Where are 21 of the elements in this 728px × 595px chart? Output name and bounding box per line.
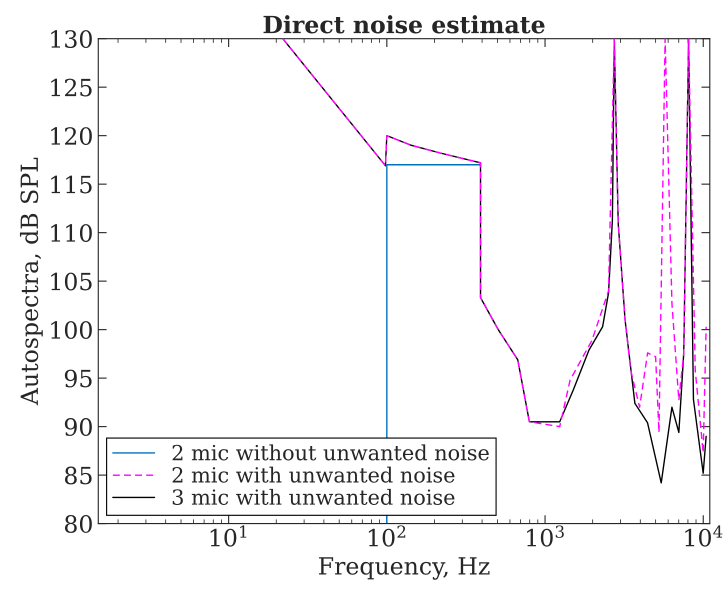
- y-axis-title: Autospectra, dB SPL: [20, 158, 43, 406]
- y-tick-label: 110: [51, 224, 92, 242]
- x-tick-label: 10$^{4}$: [685, 525, 722, 547]
- y-tick-label: 80: [64, 515, 92, 533]
- y-tick-label: 105: [51, 272, 92, 290]
- y-tick-label: 85: [64, 466, 92, 484]
- legend-label: 3 mic with unwanted noise: [172, 488, 454, 505]
- y-tick-label: 100: [51, 321, 92, 339]
- legend-label: 2 mic with unwanted noise: [172, 466, 454, 483]
- x-tick-label: 10$^{3}$: [527, 525, 564, 547]
- x-tick-label: 10$^{1}$: [210, 525, 246, 547]
- y-tick-label: 130: [51, 30, 92, 48]
- y-tick-label: 115: [51, 176, 92, 194]
- x-axis-title: Frequency, Hz: [319, 557, 490, 580]
- y-tick-label: 120: [51, 127, 92, 145]
- chart-title: Direct noise estimate: [264, 15, 545, 34]
- y-tick-label: 125: [51, 78, 92, 96]
- y-tick-label: 90: [64, 418, 92, 436]
- y-tick-label: 95: [64, 370, 92, 388]
- x-tick-label: 10$^{2}$: [368, 525, 406, 547]
- legend-label: 2 mic without unwanted noise: [172, 444, 489, 460]
